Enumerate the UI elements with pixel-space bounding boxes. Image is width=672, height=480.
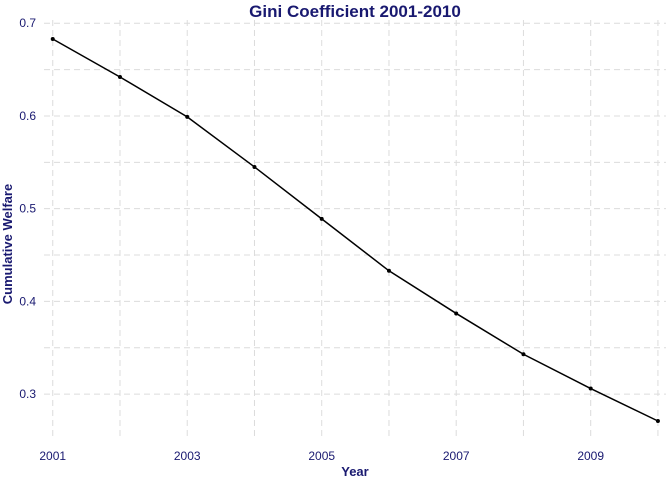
data-point [655,418,660,423]
data-point [117,75,122,80]
chart-title: Gini Coefficient 2001-2010 [249,2,461,21]
y-axis-title: Cumulative Welfare [0,184,15,304]
data-point [454,311,459,316]
x-tick-label: 2007 [443,449,470,463]
data-point [50,37,55,42]
y-tick-label: 0.3 [19,387,36,401]
y-tick-label: 0.5 [19,202,36,216]
data-point [588,386,593,391]
x-tick-label: 2001 [39,449,66,463]
series-line [52,38,659,422]
data-point [185,114,190,119]
grid [44,20,666,440]
x-tick-label: 2005 [308,449,335,463]
x-axis-title: Year [341,464,368,479]
y-tick-label: 0.6 [19,109,36,123]
data-point [252,164,257,169]
x-tick-label: 2009 [577,449,604,463]
series-layer [50,37,660,423]
y-tick-label: 0.4 [19,294,36,308]
data-point [521,352,526,357]
x-tick-label: 2003 [174,449,201,463]
data-point [319,216,324,221]
y-tick-label: 0.7 [19,16,36,30]
axes: 2001 2003 2005 2007 2009 0.3 0.4 0.5 0.6 0.7 [19,16,604,463]
data-point [386,268,391,273]
